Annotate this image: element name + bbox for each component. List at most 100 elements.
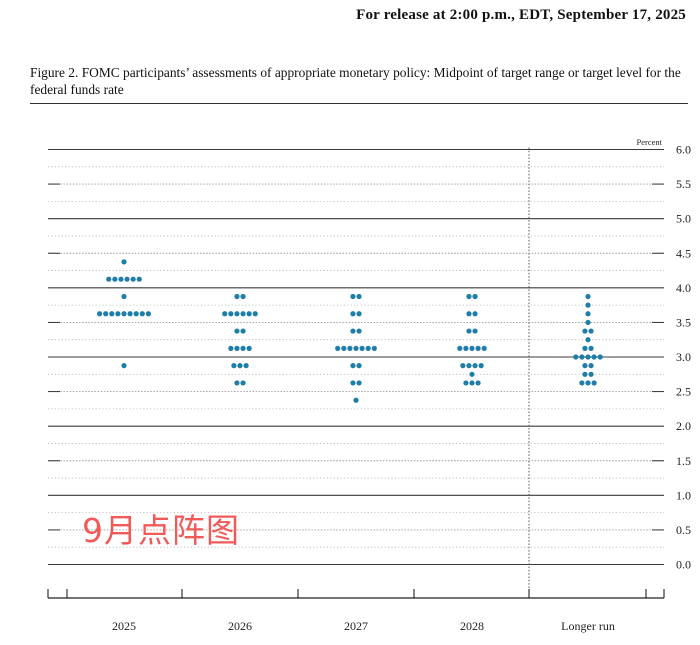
participant-dot — [121, 311, 127, 317]
x-axis-labels: 2025 2026 2027 2028 Longer run — [112, 619, 615, 633]
participant-dot — [347, 345, 353, 351]
participant-dot — [585, 319, 591, 326]
dot-series — [97, 259, 603, 403]
participant-dot — [335, 345, 341, 351]
y-tick-label: 2.0 — [676, 419, 691, 433]
participant-dot — [591, 380, 597, 386]
participant-dot — [359, 345, 365, 351]
y-tick-label: 6.0 — [676, 143, 691, 157]
participant-dot — [472, 328, 478, 334]
participant-dot — [582, 363, 588, 369]
participant-dot — [466, 363, 472, 369]
participant-dot — [585, 311, 591, 317]
x-tick-label: Longer run — [561, 619, 615, 633]
participant-dot — [466, 328, 472, 334]
participant-dot — [356, 380, 362, 386]
participant-dot — [350, 328, 356, 334]
participant-dot — [109, 311, 115, 317]
participant-dot — [588, 371, 594, 377]
title-divider — [30, 103, 688, 104]
participant-dot — [127, 311, 133, 317]
participant-dot — [228, 311, 234, 317]
participant-dot — [234, 311, 240, 317]
participant-dot — [475, 345, 481, 351]
participant-dot — [585, 293, 591, 300]
participant-dot — [231, 363, 237, 369]
x-tick-label: 2025 — [112, 619, 136, 633]
participant-dot — [579, 354, 585, 360]
participant-dot — [585, 380, 591, 386]
participant-dot — [585, 302, 591, 308]
participant-dot — [582, 328, 588, 334]
x-tick-label: 2027 — [344, 619, 368, 633]
participant-dot — [350, 311, 356, 317]
participant-dot — [353, 397, 359, 403]
participant-dot — [246, 311, 252, 317]
participant-dot — [475, 380, 481, 386]
participant-dot — [240, 311, 246, 317]
participant-dot — [243, 363, 249, 369]
participant-dot — [466, 311, 472, 317]
release-timestamp: For release at 2:00 p.m., EDT, September… — [356, 7, 686, 23]
participant-dot — [588, 328, 594, 334]
unit-label: Percent — [637, 137, 663, 147]
participant-dot — [591, 354, 597, 360]
participant-dot — [240, 293, 246, 300]
participant-dot — [246, 345, 252, 351]
y-tick-label: 4.0 — [676, 281, 691, 295]
participant-dot — [463, 345, 469, 351]
participant-dot — [472, 363, 478, 369]
watermark-text: 9月点阵图 — [82, 511, 240, 550]
participant-dot — [588, 345, 594, 351]
participant-dot — [234, 380, 240, 386]
participant-dot — [121, 259, 127, 265]
participant-dot — [240, 380, 246, 386]
participant-dot — [237, 363, 243, 369]
participant-dot — [103, 311, 109, 317]
participant-dot — [582, 371, 588, 377]
participant-dot — [472, 293, 478, 300]
participant-dot — [222, 311, 228, 317]
participant-dot — [573, 354, 579, 360]
participant-dot — [481, 345, 487, 351]
y-tick-label: 0.5 — [676, 523, 691, 537]
participant-dot — [136, 276, 142, 282]
participant-dot — [97, 311, 103, 317]
participant-dot — [130, 276, 136, 282]
participant-dot — [240, 328, 246, 334]
participant-dot — [585, 354, 591, 360]
y-tick-label: 1.5 — [676, 454, 691, 468]
participant-dot — [463, 380, 469, 386]
participant-dot — [356, 363, 362, 369]
participant-dot — [469, 380, 475, 386]
participant-dot — [252, 311, 258, 317]
participant-dot — [478, 363, 484, 369]
participant-dot — [133, 311, 139, 317]
y-tick-label: 3.5 — [676, 315, 691, 329]
participant-dot — [124, 276, 130, 282]
participant-dot — [234, 345, 240, 351]
figure-title: Figure 2. FOMC participants’ assessments… — [30, 65, 681, 97]
participant-dot — [118, 276, 124, 282]
participant-dot — [588, 363, 594, 369]
participant-dot — [460, 363, 466, 369]
participant-dot — [457, 345, 463, 351]
participant-dot — [106, 276, 112, 282]
participant-dot — [350, 293, 356, 300]
y-tick-label: 5.5 — [676, 177, 691, 191]
participant-dot — [356, 311, 362, 317]
participant-dot — [356, 293, 362, 300]
y-tick-label: 5.0 — [676, 212, 691, 226]
participant-dot — [365, 345, 371, 351]
y-tick-label: 1.0 — [676, 488, 691, 502]
y-axis-labels: 0.0 0.5 1.0 1.5 2.0 2.5 3.0 3.5 4.0 4.5 5.0 5.5 6.0 — [676, 143, 691, 572]
participant-dot — [350, 363, 356, 369]
chart-axes — [47, 147, 665, 599]
participant-dot — [585, 337, 591, 343]
participant-dot — [597, 354, 603, 360]
participant-dot — [115, 311, 121, 317]
participant-dot — [353, 345, 359, 351]
participant-dot — [121, 363, 127, 369]
participant-dot — [145, 311, 151, 317]
participant-dot — [121, 293, 127, 300]
